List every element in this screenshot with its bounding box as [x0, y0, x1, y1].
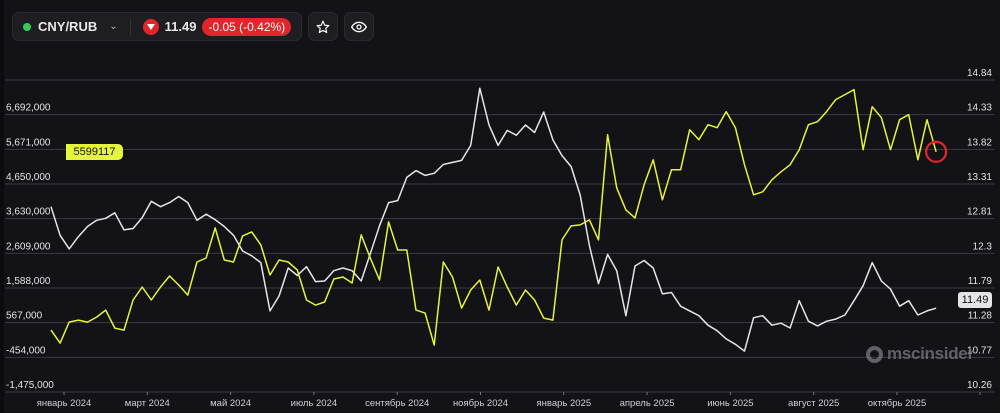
- symbol-label: CNY/RUB: [38, 19, 98, 34]
- visibility-button[interactable]: [344, 12, 375, 41]
- favorite-button[interactable]: [308, 12, 339, 41]
- ticker-card[interactable]: CNY/RUB ⌄ 11.49 -0.05 (-0.42%): [12, 12, 303, 41]
- x-axis-tick: январь 2025: [536, 398, 591, 409]
- right-axis-tick: 11.79: [968, 276, 993, 287]
- right-axis-tick: 13.31: [967, 172, 992, 183]
- right-axis-tick: 12.81: [967, 207, 992, 218]
- right-axis-tick: 13.82: [967, 137, 992, 148]
- left-axis-tick: 567,000: [6, 311, 43, 322]
- watermark-text: mscinsider: [887, 344, 974, 363]
- right-axis-tick: 14.84: [967, 68, 992, 79]
- left-axis-tick: 1,588,000: [6, 276, 51, 287]
- chart-panel: [4, 0, 1000, 413]
- price-value: 11.49: [164, 19, 197, 34]
- left-axis-tick: -1,475,000: [6, 380, 54, 391]
- x-axis-tick: ноябрь 2024: [453, 398, 508, 409]
- divider: [129, 18, 131, 35]
- left-axis-tick: 6,692,000: [6, 103, 51, 114]
- price-last-value: 11.49: [958, 292, 992, 308]
- price-line: [50, 87, 937, 352]
- logo-icon: [866, 345, 883, 363]
- x-axis-tick: июль 2024: [291, 398, 338, 409]
- star-icon: [316, 20, 330, 33]
- highlight-circle: [925, 140, 948, 163]
- eye-icon: [351, 21, 368, 32]
- x-axis-tick: октябрь 2025: [868, 398, 927, 409]
- x-axis-tick: апрель 2025: [620, 398, 675, 409]
- watermark-logo: mscinsider: [866, 344, 974, 364]
- status-dot-icon: [23, 22, 31, 31]
- right-axis-tick: 12.3: [973, 241, 993, 252]
- left-axis-tick: 4,650,000: [6, 172, 51, 183]
- x-axis-tick: сентябрь 2024: [365, 398, 429, 409]
- x-axis-tick: март 2024: [125, 398, 170, 409]
- right-axis-tick: 10.26: [967, 380, 992, 391]
- left-axis-tick: 3,630,000: [6, 207, 51, 218]
- yellow-series-last-value: 5599117: [66, 144, 123, 160]
- chevron-down-icon[interactable]: ⌄: [109, 21, 118, 32]
- left-axis-tick: -454,000: [6, 345, 46, 356]
- top-bar: CNY/RUB ⌄ 11.49 -0.05 (-0.42%): [12, 12, 375, 41]
- right-axis-tick: 11.28: [968, 311, 993, 322]
- yellow-series-line: [50, 88, 937, 346]
- down-arrow-icon: [142, 18, 159, 35]
- x-axis-tick: июнь 2025: [707, 398, 753, 409]
- x-axis-tick: январь 2024: [37, 398, 92, 409]
- x-axis-tick: август 2025: [788, 398, 839, 409]
- change-badge: -0.05 (-0.42%): [202, 17, 292, 36]
- right-axis-tick: 14.33: [967, 103, 992, 114]
- right-axis-tick: 10.77: [967, 345, 992, 356]
- left-axis-tick: 5,671,000: [6, 137, 51, 148]
- left-axis-tick: 2,609,000: [6, 241, 51, 252]
- x-axis-tick: май 2024: [210, 398, 251, 409]
